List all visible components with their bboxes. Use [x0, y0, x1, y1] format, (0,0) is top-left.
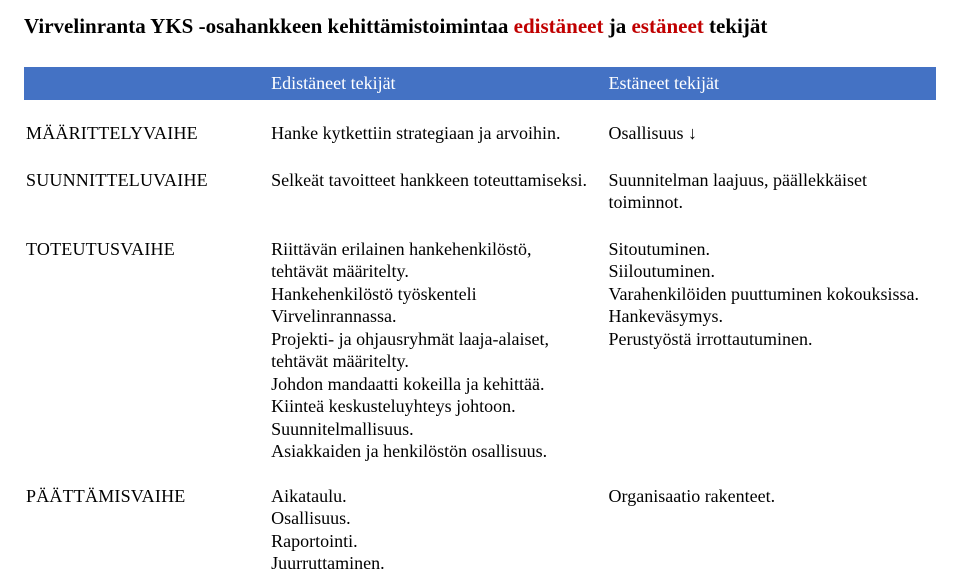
hindering-cell: Osallisuus ↓: [599, 100, 936, 149]
table-row: TOTEUTUSVAIHE Riittävän erilainen hankeh…: [24, 218, 936, 467]
phase-label: PÄÄTTÄMISVAIHE: [24, 467, 261, 579]
phase-label: TOTEUTUSVAIHE: [24, 218, 261, 467]
promoting-cell: Aikataulu.Osallisuus.Raportointi.Juurrut…: [261, 467, 598, 579]
hindering-cell: Organisaatio rakenteet.: [599, 467, 936, 579]
phase-label: MÄÄRITTELYVAIHE: [24, 100, 261, 149]
table-row: SUUNNITTELUVAIHE Selkeät tavoitteet hank…: [24, 149, 936, 218]
title-part-3: tekijät: [704, 14, 768, 38]
promoting-cell: Hanke kytkettiin strategiaan ja arvoihin…: [261, 100, 598, 149]
hindering-cell: Suunnitelman laajuus, päällekkäiset toim…: [599, 149, 936, 218]
hindering-cell: Sitoutuminen.Siiloutuminen.Varahenkilöid…: [599, 218, 936, 467]
title-part-1: Virvelinranta YKS -osahankkeen kehittämi…: [24, 14, 514, 38]
phase-label: SUUNNITTELUVAIHE: [24, 149, 261, 218]
promoting-cell: Riittävän erilainen hankehenkilöstö, teh…: [261, 218, 598, 467]
table-row: MÄÄRITTELYVAIHE Hanke kytkettiin strateg…: [24, 100, 936, 149]
table-row: PÄÄTTÄMISVAIHE Aikataulu.Osallisuus.Rapo…: [24, 467, 936, 579]
promoting-cell: Selkeät tavoitteet hankkeen toteuttamise…: [261, 149, 598, 218]
header-col-promoting: Edistäneet tekijät: [261, 67, 598, 100]
header-col-empty: [24, 67, 261, 100]
title-red-2: estäneet: [631, 14, 703, 38]
page-title: Virvelinranta YKS -osahankkeen kehittämi…: [24, 14, 936, 39]
header-col-hindering: Estäneet tekijät: [599, 67, 936, 100]
title-part-2: ja: [603, 14, 631, 38]
title-red-1: edistäneet: [514, 14, 604, 38]
factors-table: Edistäneet tekijät Estäneet tekijät MÄÄR…: [24, 67, 936, 579]
table-header-row: Edistäneet tekijät Estäneet tekijät: [24, 67, 936, 100]
